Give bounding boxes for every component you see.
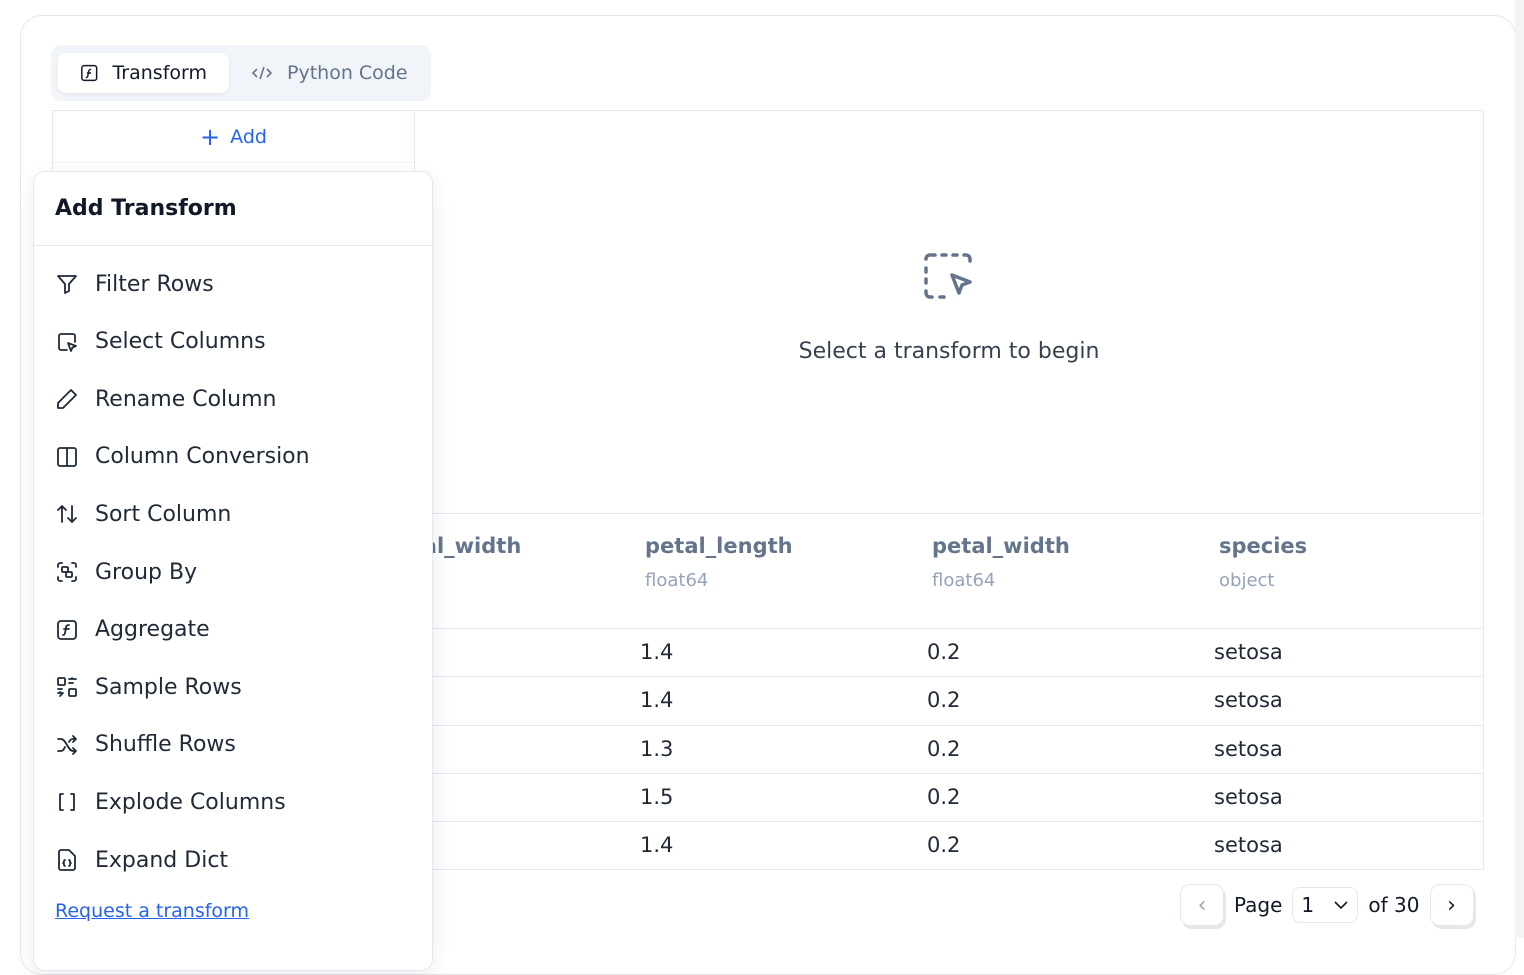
file-braces-icon — [58, 849, 76, 871]
column-dtype: float64 — [645, 570, 709, 591]
table-row: 1.4 0.2 setosa — [414, 629, 1483, 678]
tab-label: Transform — [112, 62, 207, 84]
data-table: sepal_width petal_length float64 petal_w… — [414, 513, 1483, 871]
function-icon — [57, 619, 77, 640]
menu-item-label: Sort Column — [95, 501, 232, 527]
menu-item-expand-dict[interactable]: Expand Dict — [55, 840, 228, 880]
menu-item-label: Shuffle Rows — [95, 732, 236, 758]
group-icon — [57, 562, 77, 582]
menu-item-rename-column[interactable]: Rename Column — [55, 379, 276, 419]
transform-list-panel: + Add — [52, 110, 415, 170]
plus-icon: + — [200, 122, 221, 151]
table-cell: setosa — [1214, 688, 1283, 713]
add-transform-dropdown: Add Transform Filter Rows Select Columns R… — [33, 171, 433, 971]
table-row: 1.3 0.2 setosa — [414, 726, 1483, 774]
tab-python-code[interactable]: Python Code — [229, 53, 430, 93]
column-header[interactable]: species — [1219, 534, 1308, 558]
request-transform-link[interactable]: Request a transform — [55, 900, 250, 922]
table-cell: setosa — [1214, 784, 1283, 809]
brackets-icon — [59, 793, 75, 812]
preview-panel: Select a transform to begin sepal_width … — [414, 110, 1484, 871]
page-label: Page — [1234, 893, 1283, 917]
columns-icon — [57, 446, 77, 467]
shuffle-icon — [57, 734, 77, 755]
table-cell: 1.4 — [640, 688, 674, 713]
table-row: 1.4 0.2 setosa — [414, 677, 1483, 726]
menu-item-filter-rows[interactable]: Filter Rows — [55, 264, 214, 304]
page-select[interactable]: 1 — [1292, 887, 1359, 923]
menu-item-group-by[interactable]: Group By — [55, 552, 197, 592]
tab-bar: Transform Python Code — [51, 45, 431, 101]
menu-item-label: Filter Rows — [95, 271, 214, 297]
table-cell: setosa — [1214, 736, 1283, 761]
table-row: 1.5 0.2 setosa — [414, 774, 1483, 823]
select-columns-icon — [58, 332, 77, 352]
table-cell: 0.2 — [927, 833, 961, 858]
menu-item-column-conversion[interactable]: Column Conversion — [55, 437, 310, 477]
menu-item-label: Explode Columns — [95, 789, 286, 815]
menu-item-aggregate[interactable]: Aggregate — [55, 610, 210, 650]
menu-item-label: Column Conversion — [95, 444, 310, 470]
function-icon — [81, 64, 98, 82]
filter-icon — [57, 275, 77, 294]
dashed-cursor-icon — [924, 253, 972, 299]
dropdown-title: Add Transform — [34, 172, 432, 246]
menu-item-sort-column[interactable]: Sort Column — [55, 494, 231, 534]
menu-item-explode-columns[interactable]: Explode Columns — [55, 782, 286, 822]
table-cell: setosa — [1214, 833, 1283, 858]
page-value: 1 — [1301, 893, 1315, 917]
sample-icon — [57, 677, 77, 698]
chevron-down-icon — [1334, 901, 1348, 910]
menu-item-label: Group By — [95, 559, 198, 585]
table-cell: 1.4 — [640, 833, 674, 858]
column-header[interactable]: petal_length — [645, 534, 793, 558]
chevron-left-icon: ‹ — [1197, 892, 1207, 918]
table-cell: 1.4 — [640, 640, 674, 664]
table-header: sepal_width petal_length float64 petal_w… — [414, 514, 1483, 629]
chevron-right-icon: › — [1447, 892, 1456, 918]
sort-icon — [57, 505, 77, 524]
menu-item-label: Select Columns — [95, 329, 266, 355]
menu-item-sample-rows[interactable]: Sample Rows — [55, 667, 242, 707]
scrollbar-track[interactable] — [1515, 0, 1524, 938]
menu-item-shuffle-rows[interactable]: Shuffle Rows — [55, 725, 236, 765]
menu-item-label: Sample Rows — [95, 674, 242, 700]
pagination: ‹ Page 1 of 30 › — [1180, 884, 1474, 926]
tab-label: Python Code — [287, 62, 408, 84]
table-cell: 0.2 — [927, 736, 961, 761]
table-cell: 0.2 — [927, 688, 961, 713]
menu-item-select-columns[interactable]: Select Columns — [55, 322, 266, 362]
menu-item-label: Expand Dict — [95, 847, 229, 873]
prev-page-button[interactable]: ‹ — [1180, 884, 1224, 926]
table-row: 1.4 0.2 setosa — [414, 822, 1483, 871]
table-cell: 1.5 — [640, 784, 674, 809]
next-page-button[interactable]: › — [1429, 884, 1474, 926]
column-dtype: object — [1219, 570, 1275, 591]
add-transform-button[interactable]: + Add — [53, 111, 414, 163]
code-icon — [251, 66, 273, 80]
empty-state-text: Select a transform to begin — [798, 339, 1100, 364]
column-header[interactable]: petal_width — [932, 534, 1070, 558]
column-dtype: float64 — [932, 570, 996, 591]
pencil-icon — [57, 389, 77, 410]
table-cell: setosa — [1214, 640, 1283, 664]
tab-transform[interactable]: Transform — [58, 53, 229, 93]
table-cell: 0.2 — [927, 640, 961, 664]
add-label: Add — [230, 125, 267, 148]
table-cell: 1.3 — [640, 736, 674, 761]
menu-item-label: Aggregate — [95, 617, 210, 643]
table-cell: 0.2 — [927, 784, 961, 809]
page-count: of 30 — [1368, 893, 1420, 917]
menu-item-label: Rename Column — [95, 386, 277, 412]
